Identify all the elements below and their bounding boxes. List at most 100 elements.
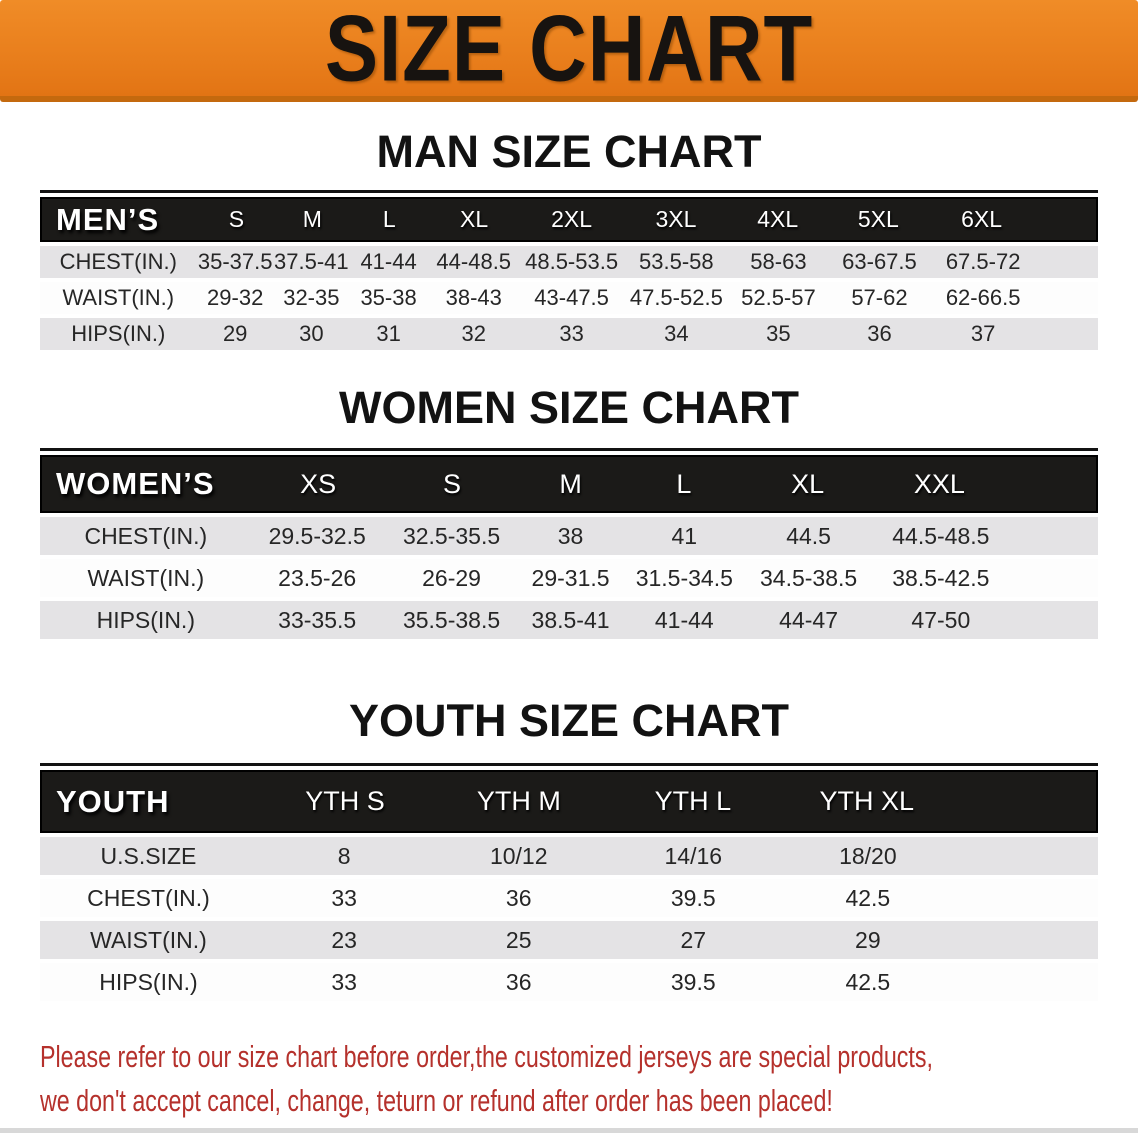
value-cell: 27: [680, 926, 707, 953]
size-column-header: XXL: [913, 468, 965, 499]
value-cell: 8: [337, 842, 351, 869]
youth-size-chart-heading: YOUTH SIZE CHART: [348, 695, 789, 746]
value-cell: 44-47: [779, 606, 838, 633]
filler-cell: [954, 772, 1096, 831]
value-cell: 43-47.5: [534, 285, 609, 310]
youth-size-chart-section: YOUTH SIZE CHART YOUTH YTH S YTH M YTH L YTH…: [0, 695, 1138, 1001]
man-size-chart-heading: MAN SIZE CHART: [376, 126, 762, 177]
table-header-label: WOMEN’S: [56, 466, 215, 501]
value-cell: 18/20: [839, 842, 897, 869]
banner-title: SIZE CHART: [324, 0, 814, 101]
size-column-header: 2XL: [551, 206, 593, 232]
value-cell: 47.5-52.5: [629, 285, 723, 310]
youth-size-table: YOUTH YTH S YTH M YTH L YTH XL U.S.SIZE 8 10/12…: [40, 763, 1098, 1001]
value-cell: 41-44: [360, 249, 417, 274]
value-cell: 31.5-34.5: [635, 564, 733, 591]
table-row: CHEST(IN.) 29.5-32.5 32.5-35.5 38 41 44.5 44.5…: [40, 517, 1098, 555]
value-cell: 42.5: [845, 884, 891, 911]
disclaimer-text: Please refer to our size chart before or…: [40, 1035, 1138, 1123]
size-column-header: YTH S: [305, 786, 385, 816]
value-cell: 38.5-41: [531, 606, 610, 633]
value-cell: 29: [855, 926, 881, 953]
size-column-header: YTH M: [476, 786, 561, 816]
table-top-border: [40, 448, 1098, 451]
value-cell: 36: [867, 321, 892, 346]
value-cell: 29-32: [207, 285, 264, 310]
value-cell: 57-62: [851, 285, 908, 310]
table-row: WAIST(IN.) 23.5-26 26-29 29-31.5 31.5-34.5 34…: [40, 559, 1098, 597]
size-column-header: XS: [300, 468, 337, 499]
size-column-header: 5XL: [857, 206, 899, 232]
value-cell: 32-35: [283, 285, 340, 310]
value-cell: 33: [331, 884, 357, 911]
filler-cell: [1012, 559, 1098, 597]
value-cell: 14/16: [664, 842, 723, 869]
table-row: WAIST(IN.) 23 25 27 29: [40, 921, 1098, 959]
value-cell: 29: [222, 321, 248, 346]
table-header-label: MEN’S: [56, 201, 160, 237]
value-cell: 31: [376, 321, 401, 346]
value-cell: 34: [664, 321, 689, 346]
filler-cell: [1012, 601, 1098, 639]
row-label: CHEST(IN.): [59, 249, 177, 274]
disclaimer-line-2: we don't accept cancel, change, teturn o…: [40, 1083, 833, 1118]
table-row: HIPS(IN.) 29 30 31 32 33 34 35 36 37: [40, 318, 1098, 350]
table-header-label: YOUTH: [56, 783, 170, 819]
value-cell: 52.5-57: [741, 285, 816, 310]
man-size-chart-section: MAN SIZE CHART MEN’S S M L XL 2XL 3XL 4XL 5XL 6XL…: [0, 126, 1138, 350]
row-label: HIPS(IN.): [71, 321, 166, 346]
size-column-header: XL: [791, 468, 825, 499]
size-column-header: L: [676, 468, 692, 499]
value-cell: 35.5-38.5: [402, 606, 501, 633]
row-label: WAIST(IN.): [90, 926, 207, 953]
value-cell: 44-48.5: [436, 249, 512, 274]
value-cell: 29.5-32.5: [268, 522, 366, 549]
value-cell: 39.5: [670, 884, 716, 911]
value-cell: 38-43: [445, 285, 502, 310]
value-cell: 35-38: [360, 285, 417, 310]
value-cell: 32: [461, 321, 486, 346]
value-cell: 37.5-41: [274, 249, 349, 274]
value-cell: 30: [299, 321, 324, 346]
value-cell: 25: [505, 926, 532, 953]
table-header-row: WOMEN’S XS S M L XL XXL: [40, 455, 1098, 513]
value-cell: 63-67.5: [842, 249, 917, 274]
filler-cell: [1011, 457, 1096, 511]
table-row: HIPS(IN.) 33 36 39.5 42.5: [40, 963, 1098, 1001]
filler-cell: [955, 879, 1098, 917]
value-cell: 33: [331, 968, 357, 995]
filler-cell: [955, 963, 1098, 1001]
size-column-header: 4XL: [757, 206, 799, 232]
size-column-header: 6XL: [961, 206, 1003, 232]
row-label: WAIST(IN.): [87, 564, 205, 591]
womens-size-table: WOMEN’S XS S M L XL XXL CHEST(IN.) 29.5-32.5 32.5…: [40, 448, 1098, 639]
women-size-chart-section: WOMEN SIZE CHART WOMEN’S XS S M L XL XXL CHEST(…: [0, 382, 1138, 639]
row-label: CHEST(IN.): [84, 522, 208, 549]
value-cell: 67.5-72: [945, 249, 1021, 274]
table-row: WAIST(IN.) 29-32 32-35 35-38 38-43 43-47.5 47.…: [40, 282, 1098, 314]
table-row: CHEST(IN.) 33 36 39.5 42.5: [40, 879, 1098, 917]
table-row: CHEST(IN.) 35-37.5 37.5-41 41-44 44-48.5 48.5…: [40, 246, 1098, 278]
size-column-header: 3XL: [655, 206, 697, 232]
size-column-header: YTH XL: [819, 786, 914, 816]
row-label: HIPS(IN.): [96, 606, 195, 633]
value-cell: 42.5: [845, 968, 891, 995]
value-cell: 48.5-53.5: [525, 249, 619, 274]
table-header-row: YOUTH YTH S YTH M YTH L YTH XL: [40, 770, 1098, 833]
filler-cell: [1036, 318, 1098, 350]
row-label: U.S.SIZE: [100, 842, 197, 869]
value-cell: 58-63: [750, 249, 807, 274]
size-column-header: M: [559, 468, 582, 499]
table-top-border: [40, 190, 1098, 193]
value-cell: 44.5-48.5: [892, 522, 990, 549]
mens-size-table: MEN’S S M L XL 2XL 3XL 4XL 5XL 6XL CHEST(IN.) 35-37…: [40, 190, 1098, 350]
filler-cell: [1034, 199, 1096, 240]
filler-cell: [955, 837, 1098, 875]
size-column-header: M: [302, 206, 322, 232]
value-cell: 23.5-26: [278, 564, 357, 591]
value-cell: 36: [505, 968, 532, 995]
value-cell: 26-29: [422, 564, 481, 591]
value-cell: 47-50: [911, 606, 971, 633]
value-cell: 39.5: [670, 968, 716, 995]
